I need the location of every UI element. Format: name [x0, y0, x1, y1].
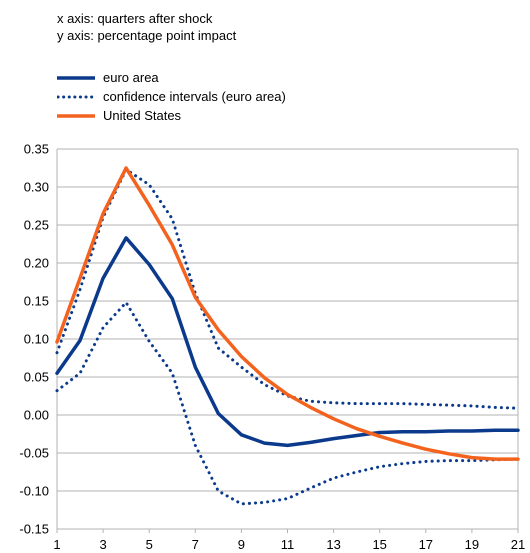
y-tick-label: -0.05 — [19, 446, 49, 461]
y-tick-label: -0.15 — [19, 522, 49, 537]
x-tick-label: 11 — [281, 537, 295, 552]
series-line-united-states — [55, 166, 520, 461]
x-tick-label: 7 — [192, 537, 199, 552]
x-tick-label: 9 — [238, 537, 245, 552]
legend-swatch-solid-orange — [57, 113, 95, 118]
y-tick-label: 0.00 — [24, 408, 49, 423]
legend-item-united-states: United States — [57, 106, 286, 125]
x-tick-label: 19 — [465, 537, 479, 552]
x-tick-label: 17 — [419, 537, 433, 552]
y-tick-label: 0.30 — [24, 180, 49, 195]
x-tick-label: 15 — [372, 537, 386, 552]
legend-label-confidence-intervals: confidence intervals (euro area) — [103, 89, 286, 104]
x-tick-label: 13 — [326, 537, 340, 552]
y-tick-label: 0.20 — [24, 256, 49, 271]
legend-label-united-states: United States — [103, 108, 182, 123]
axes — [56, 149, 519, 533]
legend-item-euro-area: euro area — [57, 68, 286, 87]
grid-lines — [57, 148, 518, 530]
x-tick-label: 21 — [511, 537, 525, 552]
legend-swatch-solid-blue — [57, 75, 95, 80]
y-tick-label: 0.15 — [24, 294, 49, 309]
legend: euro area confidence intervals (euro are… — [57, 68, 286, 125]
series-line-confidence-intervals-euro-area — [55, 168, 520, 410]
y-tick-label: 0.05 — [24, 370, 49, 385]
series-line-euro-area — [55, 236, 520, 448]
legend-swatch-dotted-blue — [57, 95, 95, 98]
tick-labels: -0.15 -0.10 -0.05 0.00 0.05 0.10 0.15 0.20 0.25 0… — [19, 142, 525, 553]
x-tick-label: 3 — [99, 537, 106, 552]
x-axis-note: x axis: quarters after shock — [57, 11, 213, 26]
x-tick-label: 5 — [146, 537, 153, 552]
legend-item-confidence-intervals: confidence intervals (euro area) — [57, 87, 286, 106]
series-line-confidence-interval-lower — [55, 301, 520, 506]
y-tick-label: 0.25 — [24, 218, 49, 233]
series-lines — [55, 166, 520, 506]
y-tick-label: 0.35 — [24, 142, 49, 157]
legend-label-euro-area: euro area — [103, 70, 159, 85]
y-tick-label: -0.10 — [19, 484, 49, 499]
y-axis-note: y axis: percentage point impact — [57, 28, 237, 43]
y-tick-label: 0.10 — [24, 332, 49, 347]
x-tick-label: 1 — [53, 537, 60, 552]
